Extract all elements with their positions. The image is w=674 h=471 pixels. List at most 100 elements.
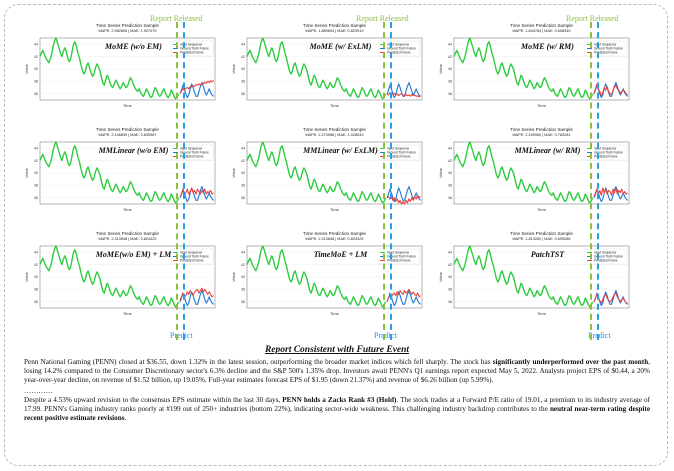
legend-entry: Ground Truth Future (387, 47, 416, 51)
chart-metrics: MAPE: 2.270988 | MAE: 1.028633 (306, 133, 364, 137)
legend-entry: Predicted Future (594, 259, 618, 263)
legend-entry: Predicted Future (594, 51, 618, 55)
y-axis-label: Value (231, 271, 236, 282)
legend-entry: Predicted Future (594, 155, 618, 159)
y-tick-label: 40 (448, 275, 452, 279)
model-label: MMLinear (w/ ExLM) (302, 146, 378, 155)
report-released-label: Report Released (566, 14, 619, 23)
predict-label: Predict (588, 331, 611, 340)
legend-entry: Ground Truth Future (594, 255, 623, 259)
y-tick-label: 36 (241, 300, 245, 304)
y-tick-label: 42 (241, 55, 245, 59)
x-axis-label: Time (330, 103, 340, 108)
chart-metrics: MAPE: 2.159960 | MAE: 0.783281 (513, 133, 571, 137)
model-label: MoME(w/o EM) + LM (95, 250, 172, 259)
chart-metrics: MAPE: 2.982806 | MAE: 1.907079 (99, 29, 157, 33)
report-released-line (590, 22, 592, 340)
y-tick-label: 36 (34, 92, 38, 96)
legend-entry: Input Sequence (180, 147, 203, 151)
ground-truth-line (386, 186, 421, 203)
y-tick-label: 38 (448, 80, 452, 84)
predict-line (390, 22, 392, 340)
legend-entry: Input Sequence (387, 251, 410, 255)
y-axis-label: Value (438, 167, 443, 178)
legend-entry: Ground Truth Future (387, 151, 416, 155)
y-tick-label: 44 (34, 42, 38, 46)
y-tick-label: 36 (448, 300, 452, 304)
predict-line (597, 22, 599, 340)
report-paragraph-2: Despite a 4.53% upward revision to the c… (24, 395, 651, 423)
predicted-future-line (386, 194, 421, 205)
y-tick-label: 40 (241, 275, 245, 279)
chart-title: Time Series Prediction Sample (303, 23, 366, 28)
x-axis-label: Time (123, 311, 133, 316)
chart-metrics: MAPE: 2.310848 | MAE: 0.824425 (99, 237, 157, 241)
y-tick-label: 42 (241, 263, 245, 267)
y-tick-label: 40 (34, 275, 38, 279)
legend-entry: Ground Truth Future (594, 151, 623, 155)
predicted-future-line (179, 79, 214, 94)
y-tick-label: 40 (34, 67, 38, 71)
report-released-line (383, 22, 385, 340)
chart-metrics: MAPE: 2.310848 | MAE: 0.824425 (306, 237, 364, 241)
report-title: Report Consistent with Future Event (264, 345, 410, 355)
ground-truth-line (386, 290, 421, 307)
y-tick-label: 44 (34, 146, 38, 150)
legend-entry: Predicted Future (387, 259, 411, 263)
report-paragraph-1: Penn National Gaming (PENN) closed at $3… (24, 358, 650, 385)
y-tick-label: 36 (241, 196, 245, 200)
model-label: TimeMoE + LM (314, 250, 368, 259)
y-tick-label: 42 (34, 55, 38, 59)
x-axis-label: Time (123, 103, 133, 108)
chart-metrics: MAPE: 2.146839 | MAE: 0.835987 (99, 133, 157, 137)
chart-metrics: MAPE: 1.889694 | MAE: 0.823919 (306, 29, 364, 33)
ground-truth-line (593, 186, 628, 203)
predicted-future-line (179, 287, 214, 301)
y-tick-label: 38 (448, 184, 452, 188)
y-tick-label: 42 (241, 159, 245, 163)
y-tick-label: 38 (448, 288, 452, 292)
chart-metrics: MAPE: 1.644784 | MAE: 0.608340 (513, 29, 571, 33)
report-section: Report Consistent with Future Event Penn… (24, 345, 650, 423)
x-axis-label: Time (330, 311, 340, 316)
legend-entry: Predicted Future (180, 155, 204, 159)
model-label: MoME (w/ ExLM) (309, 42, 372, 51)
legend-entry: Ground Truth Future (180, 151, 209, 155)
content-frame (4, 4, 668, 466)
y-tick-label: 36 (448, 92, 452, 96)
y-axis-label: Value (231, 167, 236, 178)
chart-title: Time Series Prediction Sample (510, 231, 573, 236)
y-axis-label: Value (24, 63, 29, 74)
y-tick-label: 36 (448, 196, 452, 200)
report-released-label: Report Released (356, 14, 409, 23)
chart-metrics: MAPE: 1.813282 | MAE: 0.695086 (513, 237, 571, 241)
legend-entry: Input Sequence (180, 43, 203, 47)
chart-title: Time Series Prediction Sample (96, 127, 159, 132)
y-tick-label: 40 (241, 171, 245, 175)
y-tick-label: 44 (241, 146, 245, 150)
report-ellipsis: ………… (24, 386, 53, 395)
y-tick-label: 42 (448, 263, 452, 267)
model-label: PatchTST (531, 250, 565, 259)
ground-truth-line (179, 82, 214, 99)
chart-title: Time Series Prediction Sample (303, 127, 366, 132)
y-tick-label: 38 (34, 184, 38, 188)
predicted-future-line (386, 92, 421, 98)
y-tick-label: 44 (241, 250, 245, 254)
input-sequence-line (246, 37, 387, 100)
report-released-label: Report Released (150, 14, 203, 23)
y-tick-label: 42 (34, 263, 38, 267)
y-tick-label: 38 (34, 80, 38, 84)
legend-entry: Ground Truth Future (180, 255, 209, 259)
legend-entry: Predicted Future (387, 155, 411, 159)
predict-label: Predict (170, 331, 193, 340)
input-sequence-line (39, 37, 180, 100)
